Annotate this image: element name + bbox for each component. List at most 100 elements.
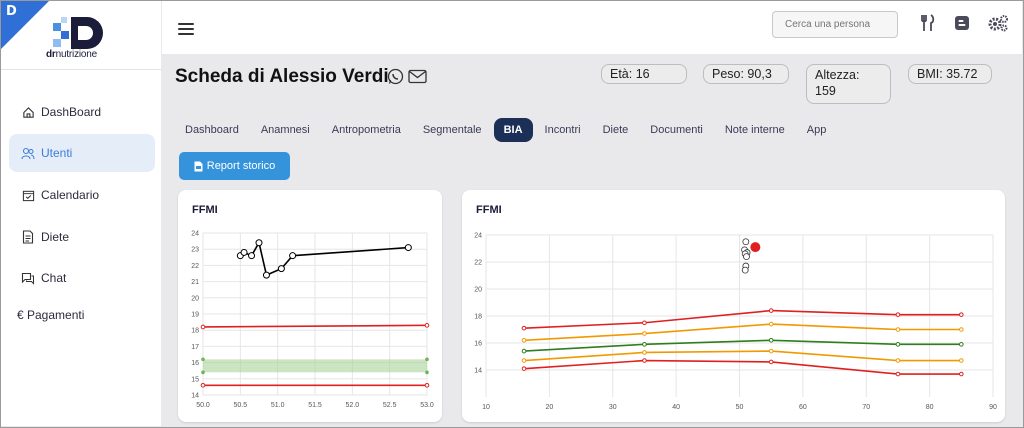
data-point bbox=[959, 358, 964, 363]
series-line bbox=[523, 359, 962, 375]
tab-diete[interactable]: Diete bbox=[602, 124, 629, 136]
height-value: 159 bbox=[815, 84, 836, 98]
series-line bbox=[523, 339, 962, 352]
x-tick-label: 50.5 bbox=[234, 402, 248, 409]
menu-icon[interactable] bbox=[178, 23, 194, 35]
sidebar-item-label: Chat bbox=[41, 271, 67, 285]
tab-incontri[interactable]: Incontri bbox=[544, 124, 581, 136]
data-point bbox=[768, 348, 774, 354]
y-tick-label: 19 bbox=[191, 312, 199, 319]
y-tick-label: 20 bbox=[191, 295, 199, 302]
data-point bbox=[959, 371, 964, 377]
data-point bbox=[895, 358, 901, 363]
sidebar-item-pagamenti[interactable]: € Pagamenti bbox=[9, 296, 155, 334]
data-point bbox=[404, 244, 412, 252]
sidebar: D drnutrizione DashBoard Utenti Calendar… bbox=[1, 1, 161, 426]
sidebar-item-label: Diete bbox=[41, 230, 70, 244]
y-tick-label: 24 bbox=[474, 233, 482, 240]
sidebar-divider bbox=[1, 69, 161, 70]
data-point bbox=[895, 371, 901, 377]
tab-note-interne[interactable]: Note interne bbox=[724, 124, 785, 136]
data-point bbox=[768, 321, 774, 327]
sidebar-item-chat[interactable]: Chat bbox=[9, 259, 155, 297]
tab-app[interactable]: App bbox=[806, 124, 827, 136]
data-point bbox=[424, 323, 430, 328]
search-input[interactable] bbox=[772, 11, 898, 38]
x-tick-label: 70 bbox=[862, 404, 870, 411]
data-point bbox=[521, 348, 527, 354]
x-tick-label: 51.5 bbox=[308, 402, 322, 409]
data-point bbox=[642, 350, 647, 355]
tab-dashboard[interactable]: Dashboard bbox=[185, 124, 239, 136]
data-point bbox=[248, 252, 256, 260]
users-icon bbox=[21, 146, 35, 160]
age-badge: Età: 16 bbox=[601, 64, 687, 84]
sidebar-item-calendario[interactable]: Calendario bbox=[9, 176, 155, 214]
tab-bia[interactable]: BIA bbox=[493, 118, 533, 142]
data-point bbox=[642, 331, 647, 336]
series-line bbox=[202, 324, 428, 328]
highlight-point bbox=[750, 242, 761, 253]
data-point bbox=[895, 327, 901, 332]
series-line bbox=[523, 323, 962, 342]
corner-badge-letter: D bbox=[6, 4, 17, 19]
settings-icon[interactable] bbox=[986, 13, 1010, 33]
y-tick-label: 22 bbox=[474, 260, 482, 267]
report-storico-label: Report storico bbox=[206, 160, 276, 172]
weight-badge: Peso: 90,3 bbox=[703, 64, 789, 84]
sidebar-item-label: Utenti bbox=[41, 146, 73, 160]
x-tick-label: 90 bbox=[989, 404, 997, 411]
chart-title: FFMI bbox=[476, 204, 502, 216]
sidebar-item-diete[interactable]: Diete bbox=[9, 218, 155, 256]
scatter-point bbox=[741, 266, 749, 274]
data-point bbox=[240, 248, 248, 256]
sidebar-item-utenti[interactable]: Utenti bbox=[9, 134, 155, 172]
tab-anamnesi[interactable]: Anamnesi bbox=[260, 124, 310, 136]
tab-documenti[interactable]: Documenti bbox=[650, 124, 703, 136]
tab-antropometria[interactable]: Antropometria bbox=[331, 124, 401, 136]
y-tick-label: 21 bbox=[191, 279, 199, 286]
reference-band bbox=[203, 359, 427, 373]
document-icon bbox=[21, 230, 35, 244]
x-tick-label: 20 bbox=[545, 404, 553, 411]
band-point bbox=[201, 370, 205, 375]
sidebar-item-dashboard[interactable]: DashBoard bbox=[9, 93, 155, 131]
band-point bbox=[201, 357, 205, 362]
data-point bbox=[895, 342, 901, 347]
y-tick-label: 18 bbox=[191, 328, 199, 335]
page-title: Scheda di Alessio Verdi bbox=[175, 66, 389, 87]
band-point bbox=[425, 357, 429, 362]
data-point bbox=[289, 252, 297, 260]
data-point bbox=[895, 312, 901, 317]
y-tick-label: 17 bbox=[191, 344, 199, 351]
data-point bbox=[424, 382, 430, 388]
data-point bbox=[642, 358, 647, 363]
home-icon bbox=[21, 105, 35, 119]
data-point bbox=[959, 327, 964, 332]
tab-segmentale[interactable]: Segmentale bbox=[422, 124, 482, 136]
data-point bbox=[200, 324, 206, 330]
x-tick-label: 52.5 bbox=[383, 402, 397, 409]
data-point bbox=[959, 342, 964, 347]
data-point bbox=[768, 338, 774, 343]
data-point bbox=[200, 382, 206, 388]
blogger-icon[interactable] bbox=[952, 13, 972, 33]
data-point bbox=[768, 308, 774, 313]
x-tick-label: 40 bbox=[672, 404, 680, 411]
data-point bbox=[277, 265, 285, 273]
height-label: Altezza: bbox=[815, 68, 860, 82]
chat-icon bbox=[21, 271, 35, 285]
series-line bbox=[523, 350, 962, 362]
calendar-icon bbox=[21, 188, 35, 202]
data-point bbox=[521, 325, 527, 331]
data-point bbox=[262, 271, 270, 279]
sidebar-item-label: Calendario bbox=[41, 188, 100, 202]
report-storico-button[interactable]: Report storico bbox=[179, 152, 290, 180]
scatter-point bbox=[742, 238, 750, 246]
cutlery-icon[interactable] bbox=[918, 13, 938, 33]
sidebar-item-label: DashBoard bbox=[41, 105, 102, 119]
x-tick-label: 50.0 bbox=[196, 402, 210, 409]
data-point bbox=[521, 366, 527, 371]
mail-icon[interactable] bbox=[408, 68, 427, 85]
whatsapp-icon[interactable] bbox=[387, 68, 404, 85]
